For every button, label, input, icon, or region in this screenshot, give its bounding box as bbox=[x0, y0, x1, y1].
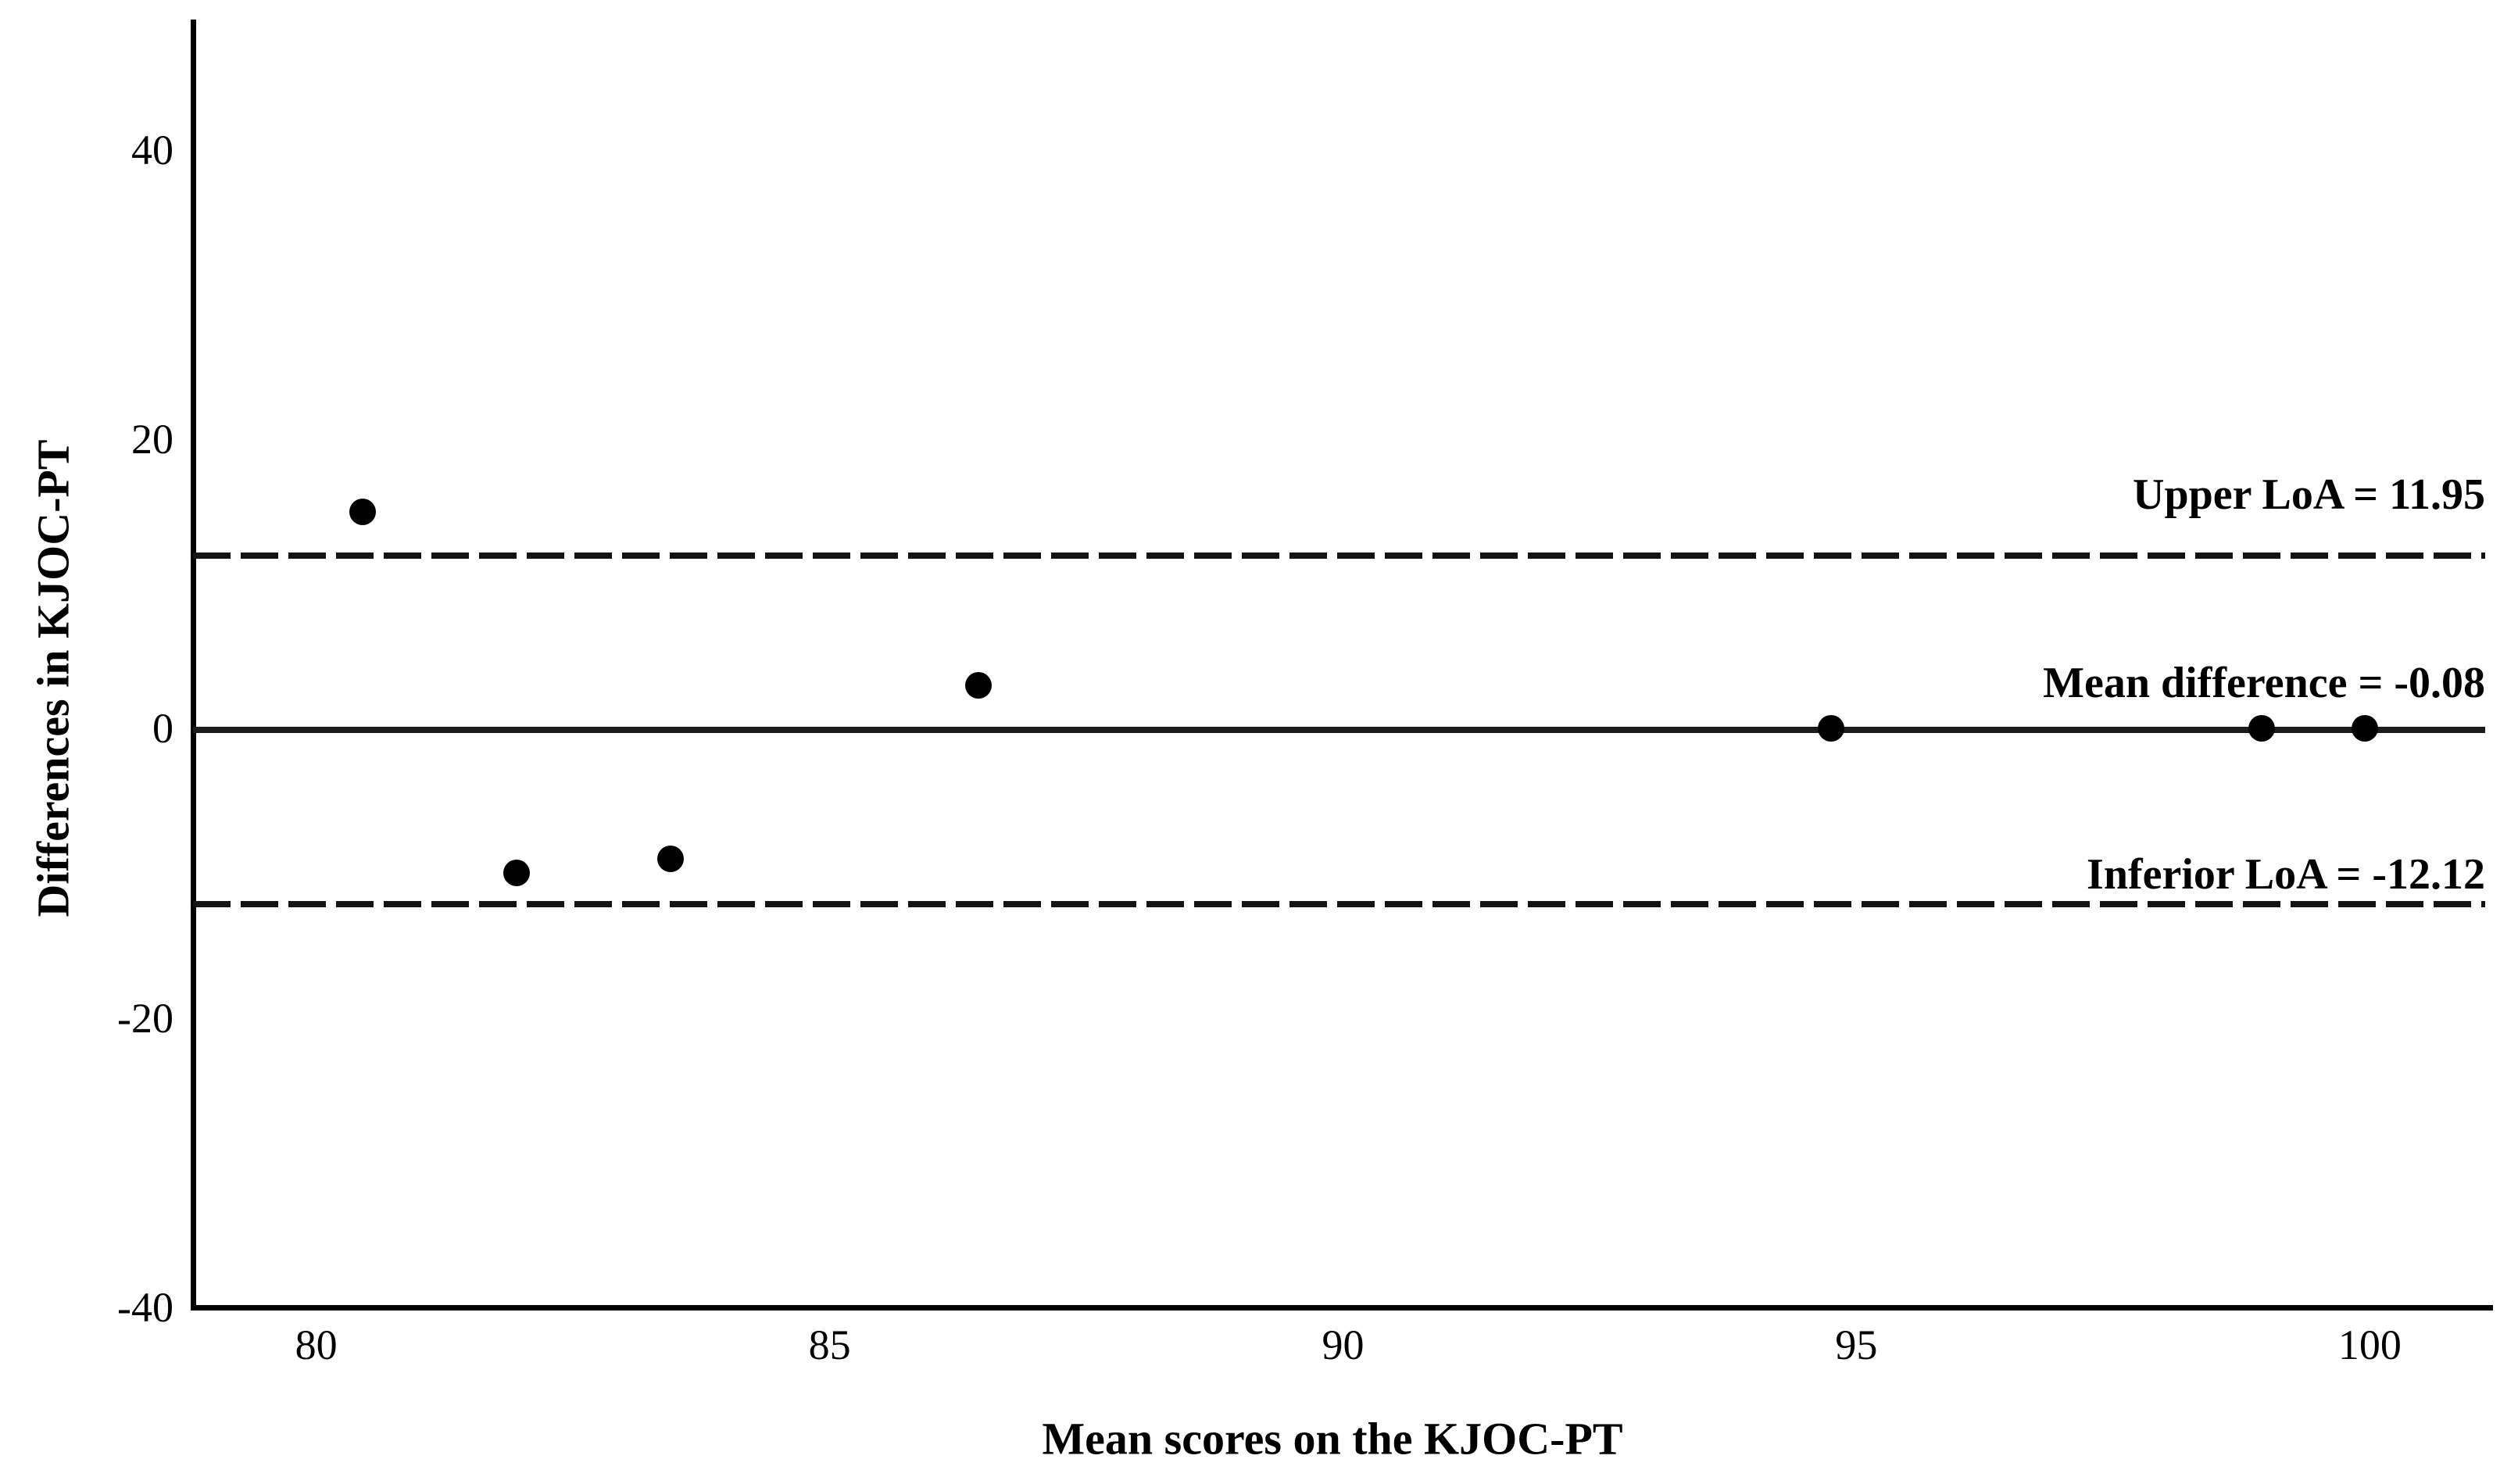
x-tick-label: 85 bbox=[808, 1321, 851, 1368]
mean-difference-label: Mean difference = -0.08 bbox=[2043, 658, 2485, 707]
data-point bbox=[349, 498, 376, 525]
x-axis-title: Mean scores on the KJOC-PT bbox=[1042, 1413, 1623, 1464]
data-point bbox=[965, 671, 993, 699]
mean-difference-line bbox=[193, 726, 2485, 733]
data-point bbox=[2351, 715, 2378, 742]
y-tick-label: 40 bbox=[131, 126, 173, 173]
upper-loa-label: Upper LoA = 11.95 bbox=[2133, 470, 2485, 520]
y-axis-title: Differences in KJOC-PT bbox=[27, 439, 79, 917]
y-tick-label: 20 bbox=[131, 415, 173, 463]
y-tick-label: -40 bbox=[117, 1284, 173, 1331]
y-axis-line bbox=[191, 20, 196, 1311]
x-tick-label: 95 bbox=[1835, 1321, 1878, 1368]
x-tick-label: 100 bbox=[2337, 1321, 2402, 1368]
x-tick-label: 80 bbox=[295, 1321, 338, 1368]
upper-loa-line bbox=[193, 552, 2485, 560]
y-tick-label: 0 bbox=[152, 705, 173, 753]
x-axis-line bbox=[191, 1305, 2493, 1311]
data-point bbox=[503, 860, 530, 887]
inferior-loa-line bbox=[193, 900, 2485, 907]
inferior-loa-label: Inferior LoA = -12.12 bbox=[2087, 849, 2485, 899]
x-tick-label: 90 bbox=[1322, 1321, 1365, 1368]
data-point bbox=[656, 845, 684, 872]
y-tick-label: -20 bbox=[117, 994, 173, 1042]
data-point bbox=[2248, 715, 2276, 742]
data-point bbox=[1817, 715, 1844, 742]
